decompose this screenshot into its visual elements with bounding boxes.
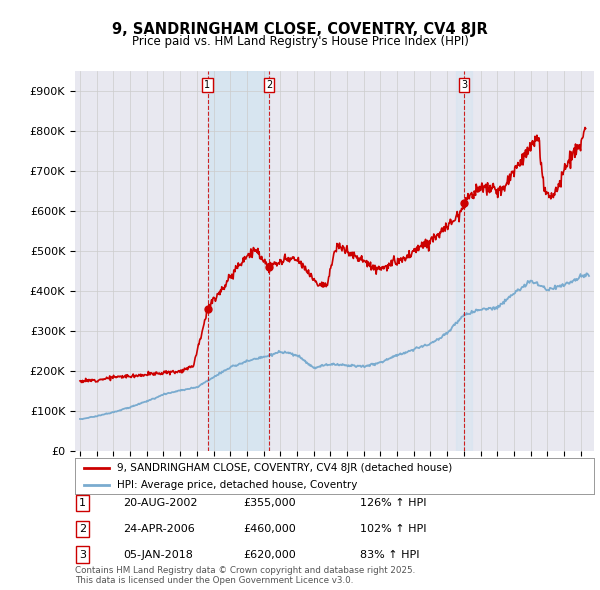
Text: 102% ↑ HPI: 102% ↑ HPI: [360, 524, 427, 533]
Text: 1: 1: [205, 80, 211, 90]
Text: 83% ↑ HPI: 83% ↑ HPI: [360, 550, 419, 559]
Text: 2: 2: [79, 524, 86, 533]
Text: Contains HM Land Registry data © Crown copyright and database right 2025.
This d: Contains HM Land Registry data © Crown c…: [75, 566, 415, 585]
Text: £460,000: £460,000: [243, 524, 296, 533]
Text: 2: 2: [266, 80, 272, 90]
Text: 3: 3: [461, 80, 467, 90]
Text: 20-AUG-2002: 20-AUG-2002: [123, 498, 197, 507]
Text: 1: 1: [79, 498, 86, 507]
Text: 9, SANDRINGHAM CLOSE, COVENTRY, CV4 8JR (detached house): 9, SANDRINGHAM CLOSE, COVENTRY, CV4 8JR …: [116, 463, 452, 473]
Text: 3: 3: [79, 550, 86, 559]
Text: £355,000: £355,000: [243, 498, 296, 507]
Text: HPI: Average price, detached house, Coventry: HPI: Average price, detached house, Cove…: [116, 480, 357, 490]
Text: Price paid vs. HM Land Registry's House Price Index (HPI): Price paid vs. HM Land Registry's House …: [131, 35, 469, 48]
Text: 24-APR-2006: 24-APR-2006: [123, 524, 195, 533]
Text: 9, SANDRINGHAM CLOSE, COVENTRY, CV4 8JR: 9, SANDRINGHAM CLOSE, COVENTRY, CV4 8JR: [112, 22, 488, 37]
Text: 05-JAN-2018: 05-JAN-2018: [123, 550, 193, 559]
Text: 126% ↑ HPI: 126% ↑ HPI: [360, 498, 427, 507]
Bar: [455, 71, 472, 451]
Text: £620,000: £620,000: [243, 550, 296, 559]
Bar: [208, 71, 269, 451]
